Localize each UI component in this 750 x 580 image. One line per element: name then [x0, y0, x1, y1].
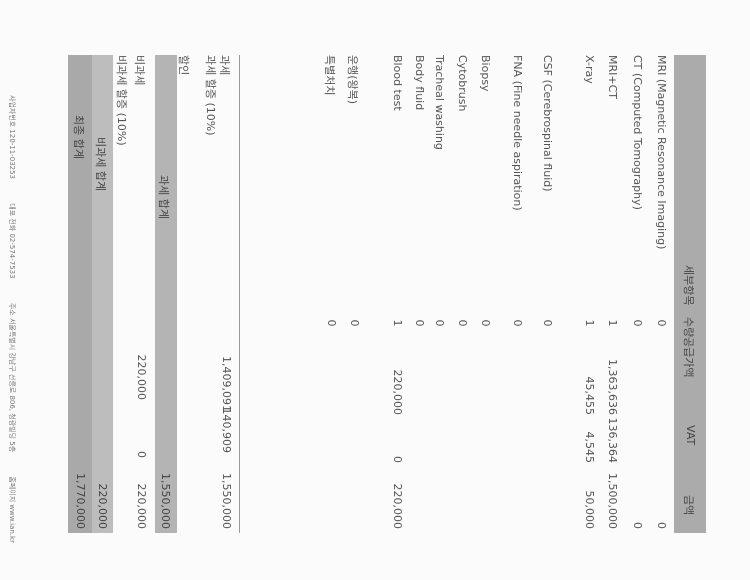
address: 주소 서울특별시 강남구 선릉로 806, 청광빌딩 5층: [8, 302, 16, 453]
amount: 1,550,000: [220, 473, 233, 529]
cell-qty: 0: [325, 319, 338, 327]
cell-qty: 0: [541, 319, 554, 327]
final-total-band: 최종 합계 1,770,000: [68, 55, 92, 533]
summary-discount: 할인: [176, 55, 192, 533]
cell-qty: 1: [606, 319, 619, 327]
cell-item: Cytobrush: [456, 55, 469, 112]
phone: 대표 전화 02-574-7533: [8, 203, 16, 279]
nontaxable-total-band: 비과세 합계 220,000: [92, 55, 113, 533]
label: 비과세 합계: [94, 137, 107, 192]
cell-vat: 0: [391, 456, 404, 463]
header-amount: 금액: [682, 495, 695, 516]
vat: 0: [135, 451, 148, 458]
table-header: 세부항목 수량 공급가액 VAT 금액: [674, 55, 706, 533]
header-qty: 수량: [682, 317, 695, 338]
table-row: MRI+CT 1 1,363,636 136,364 1,500,000: [603, 55, 619, 533]
cell-supply: 220,000: [391, 369, 404, 416]
header-vat: VAT: [684, 425, 697, 446]
footer: 사업자번호 120-11-03253 대표 전화 02-574-7533 주소 …: [7, 95, 17, 565]
table-row: MRI (Magnetic Resonance Imaging) 0 0: [652, 55, 668, 533]
cell-item: 운행(왕복): [346, 55, 359, 105]
homepage: 홈페이지 www.ian.kr: [8, 476, 16, 543]
cell-qty: 0: [631, 319, 644, 327]
table-row: CT (Computed Tomography) 0 0: [628, 55, 644, 533]
header-item: 세부항목: [682, 265, 695, 306]
cell-item: 특별처치: [323, 55, 336, 96]
cell-item: Biopsy: [479, 55, 492, 92]
summary-nontaxable: 비과세 220,000 0 220,000: [132, 55, 148, 533]
cell-item: X-ray: [583, 55, 596, 84]
label: 최종 합계: [72, 115, 85, 159]
cell-qty: 0: [433, 319, 446, 327]
cell-vat: 136,364: [606, 417, 619, 464]
cell-supply: 1,363,636: [606, 359, 619, 415]
cell-qty: 0: [456, 319, 469, 327]
cell-item: Blood test: [391, 55, 404, 111]
supply: 220,000: [135, 354, 148, 401]
cell-item: FNA (Fine needle aspiration): [511, 55, 524, 211]
summary-taxable-surcharge: 과세 할증 (10%): [203, 55, 219, 533]
table-row: Cytobrush 0: [453, 55, 469, 533]
supply: 1,409,091: [220, 356, 233, 412]
cell-supply: 45,455: [583, 376, 596, 416]
business-number: 사업자번호 120-11-03253: [8, 95, 16, 180]
cell-amount: 220,000: [391, 483, 404, 530]
cell-qty: 0: [348, 319, 361, 327]
table-row: Biopsy 0: [476, 55, 492, 533]
cell-amount: 50,000: [583, 490, 596, 530]
cell-qty: 0: [511, 319, 524, 327]
cell-amount: 0: [655, 522, 668, 529]
cell-item: MRI (Magnetic Resonance Imaging): [655, 55, 668, 250]
cell-item: MRI+CT: [606, 55, 619, 99]
cell-vat: 4,545: [583, 431, 596, 464]
amount: 1,550,000: [159, 473, 172, 529]
label: 과세 합계: [157, 175, 170, 219]
cell-qty: 1: [391, 319, 404, 327]
summary-nontaxable-surcharge: 비과세 할증 (10%): [114, 55, 130, 533]
amount: 1,770,000: [74, 473, 87, 529]
label: 비과세 할증 (10%): [115, 55, 128, 146]
cell-amount: 1,500,000: [606, 473, 619, 529]
table-row: 특별처치 0: [322, 55, 338, 533]
cell-qty: 0: [413, 319, 426, 327]
table-row: CSF (Cerebrospinal fluid) 0: [538, 55, 554, 533]
amount: 220,000: [96, 483, 109, 530]
header-supply: 공급가액: [682, 337, 695, 378]
cell-qty: 0: [479, 319, 492, 327]
table-row: Body fluid 0: [410, 55, 426, 533]
cell-item: CSF (Cerebrospinal fluid): [541, 55, 554, 192]
taxable-total-band: 과세 합계 1,550,000: [155, 55, 177, 533]
cell-item: Tracheal washing: [433, 55, 446, 150]
label: 할인: [177, 55, 190, 76]
cell-item: CT (Computed Tomography): [631, 55, 644, 210]
table-row: Tracheal washing 0: [430, 55, 446, 533]
cell-amount: 0: [631, 522, 644, 529]
table-row: Blood test 1 220,000 0 220,000: [388, 55, 404, 533]
table-row: X-ray 1 45,455 4,545 50,000: [580, 55, 596, 533]
label: 과세 할증 (10%): [204, 55, 217, 136]
amount: 220,000: [135, 483, 148, 530]
cell-item: Body fluid: [413, 55, 426, 111]
divider: [239, 55, 240, 533]
label: 비과세: [133, 55, 146, 86]
label: 과세: [218, 55, 231, 76]
table-row: 운행(왕복) 0: [345, 55, 361, 533]
cell-qty: 0: [655, 319, 668, 327]
table-row: FNA (Fine needle aspiration) 0: [508, 55, 524, 533]
cell-qty: 1: [583, 319, 596, 327]
vat: 140,909: [220, 407, 233, 454]
summary-taxable: 과세 1,409,091 140,909 1,550,000: [217, 55, 233, 533]
